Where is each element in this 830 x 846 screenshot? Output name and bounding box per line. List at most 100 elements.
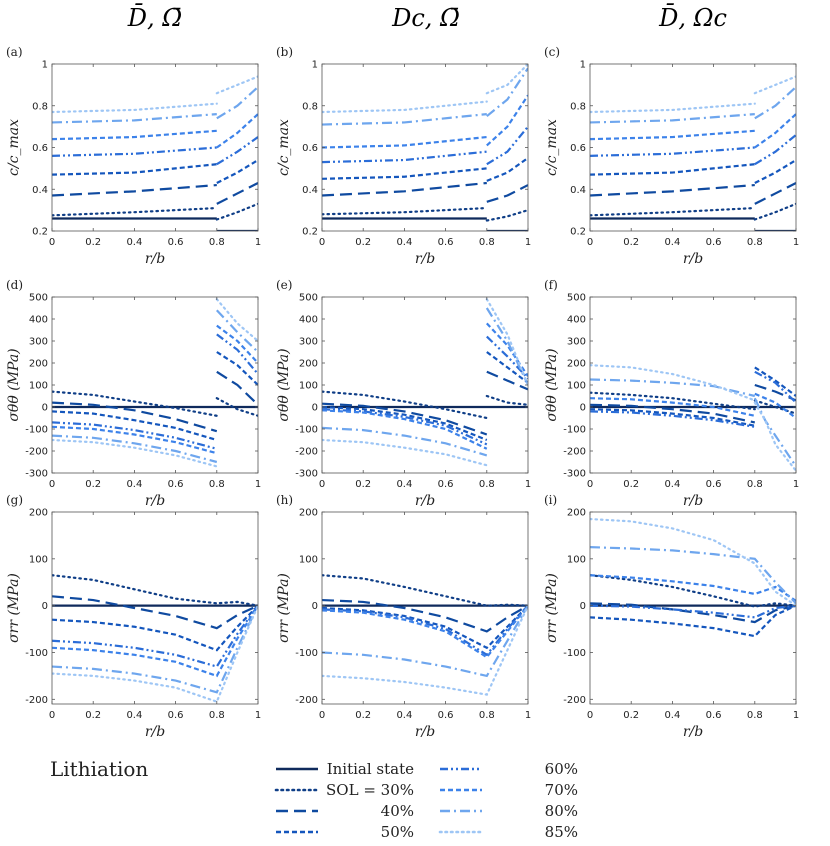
- legend-label: 50%: [381, 823, 414, 841]
- x-tick-label: 0.8: [209, 237, 225, 248]
- series-line-80-: [590, 86, 796, 124]
- series-line-sol-30-: [322, 574, 528, 607]
- x-tick-label: 0.6: [168, 710, 184, 721]
- series-line-70-: [52, 605, 258, 678]
- x-tick-label: 0.8: [479, 237, 495, 248]
- x-tick-label: 0.6: [706, 710, 722, 721]
- series-line-sol-30-: [322, 390, 528, 420]
- panel-d: (d) 0 0.2 0.4 0.6 0.8 1 -300 -200 -100 0 100 200 300 4…: [6, 278, 261, 509]
- y-tick-label: 500: [29, 293, 48, 304]
- x-tick-label: 0: [49, 479, 55, 490]
- series-line-70-: [590, 392, 796, 419]
- y-tick-label: -100: [295, 425, 318, 436]
- x-tick-label: 0.4: [126, 710, 142, 721]
- x-tick-label: 0.6: [168, 237, 184, 248]
- panel-label: (a): [6, 45, 23, 59]
- y-tick-label: 0.4: [570, 185, 586, 196]
- y-tick-label: 100: [299, 554, 318, 565]
- series-line-70-: [590, 113, 796, 149]
- legend-entries: Initial state SOL = 30% 40% 50% 60% 70% 80% 85%: [274, 760, 578, 841]
- panel-e: (e) 0 0.2 0.4 0.6 0.8 1 -300 -200 -100 0 100 200 300 4…: [276, 278, 531, 509]
- y-tick-label: -200: [295, 447, 318, 458]
- y-tick-label: -200: [295, 695, 318, 706]
- panel-label: (b): [276, 45, 293, 59]
- series-line-60-: [322, 604, 528, 657]
- x-tick-label: 0: [587, 479, 593, 490]
- y-tick-label: 1: [580, 60, 586, 71]
- series-line-40-: [590, 182, 796, 205]
- y-axis-label: σθθ (MPa): [544, 348, 560, 421]
- panel-label: (d): [6, 278, 23, 292]
- y-axis-label: σrr (MPa): [544, 573, 560, 643]
- y-tick-label: 100: [567, 381, 586, 392]
- y-tick-label: 0: [42, 403, 48, 414]
- y-tick-label: 0.2: [32, 227, 48, 238]
- series-group: [322, 574, 528, 696]
- x-tick-label: 0.6: [706, 237, 722, 248]
- series-line-40-: [322, 181, 528, 203]
- series-line-85-: [322, 604, 528, 696]
- panel-f: (f) 0 0.2 0.4 0.6 0.8 1 -300 -200 -100 0 100 200 300 4…: [544, 278, 799, 509]
- series-line-50-: [590, 366, 796, 427]
- y-axis-label: c/c_max: [544, 119, 560, 176]
- x-tick-label: 0.2: [623, 237, 639, 248]
- panel-label: (c): [544, 45, 560, 59]
- axes-box: [321, 296, 529, 474]
- legend-entry: 60%: [440, 760, 578, 778]
- x-axis-label: r/b: [415, 251, 435, 267]
- y-tick-label: -100: [25, 425, 48, 436]
- y-tick-label: 400: [29, 315, 48, 326]
- legend-label: 40%: [381, 802, 414, 820]
- panel-label: (f): [544, 278, 558, 292]
- y-tick-label: -100: [25, 648, 48, 659]
- series-line-85-: [590, 364, 796, 472]
- x-tick-label: 0.6: [438, 710, 454, 721]
- legend-label: SOL = 30%: [326, 781, 414, 799]
- series-line-60-: [590, 370, 796, 428]
- series-group: [52, 75, 258, 231]
- series-group: [322, 64, 528, 231]
- y-tick-label: 200: [29, 359, 48, 370]
- x-tick-label: 0.2: [623, 710, 639, 721]
- x-tick-label: 1: [525, 237, 531, 248]
- series-line-80-: [322, 67, 528, 126]
- x-tick-label: 0.6: [438, 237, 454, 248]
- panel-i: (i) 0 0.2 0.4 0.6 0.8 1 -200 -100 0 100 200 r/b σrr (…: [544, 493, 799, 740]
- y-tick-label: 200: [29, 508, 48, 519]
- series-line-50-: [590, 604, 796, 638]
- y-axis-label: σrr (MPa): [276, 573, 292, 643]
- series-line-40-: [322, 598, 528, 633]
- legend: Lithiation Initial state SOL = 30% 40% 50% 6…: [50, 757, 578, 841]
- x-tick-label: 0: [587, 237, 593, 248]
- y-tick-label: 400: [567, 315, 586, 326]
- y-tick-label: 0: [580, 403, 586, 414]
- x-axis-label: r/b: [145, 251, 165, 267]
- series-line-40-: [590, 602, 796, 624]
- series-line-80-: [52, 86, 258, 124]
- x-tick-label: 0: [319, 710, 325, 721]
- series-line-60-: [52, 333, 258, 450]
- y-tick-label: 0.8: [302, 101, 318, 112]
- series-line-80-: [590, 378, 796, 468]
- y-tick-label: 200: [299, 359, 318, 370]
- y-tick-label: 400: [299, 315, 318, 326]
- series-line-60-: [590, 604, 796, 619]
- series-line-70-: [52, 324, 258, 455]
- x-tick-label: 0.2: [623, 479, 639, 490]
- y-tick-label: -200: [563, 695, 586, 706]
- series-line-60-: [590, 134, 796, 166]
- x-tick-label: 0.2: [85, 710, 101, 721]
- y-tick-label: 0.6: [32, 143, 48, 154]
- series-line-40-: [52, 370, 258, 433]
- x-tick-label: 1: [525, 479, 531, 490]
- series-line-sol-30-: [52, 202, 258, 221]
- y-tick-label: 0: [312, 601, 318, 612]
- series-line-sol-30-: [590, 574, 796, 608]
- x-tick-label: 0.8: [747, 710, 763, 721]
- series-line-50-: [322, 157, 528, 182]
- x-axis-label: r/b: [683, 251, 703, 267]
- series-line-50-: [52, 604, 258, 652]
- series-line-sol-30-: [52, 390, 258, 417]
- panel-g: (g) 0 0.2 0.4 0.6 0.8 1 -200 -100 0 100 200 r/b σrr (…: [6, 493, 261, 740]
